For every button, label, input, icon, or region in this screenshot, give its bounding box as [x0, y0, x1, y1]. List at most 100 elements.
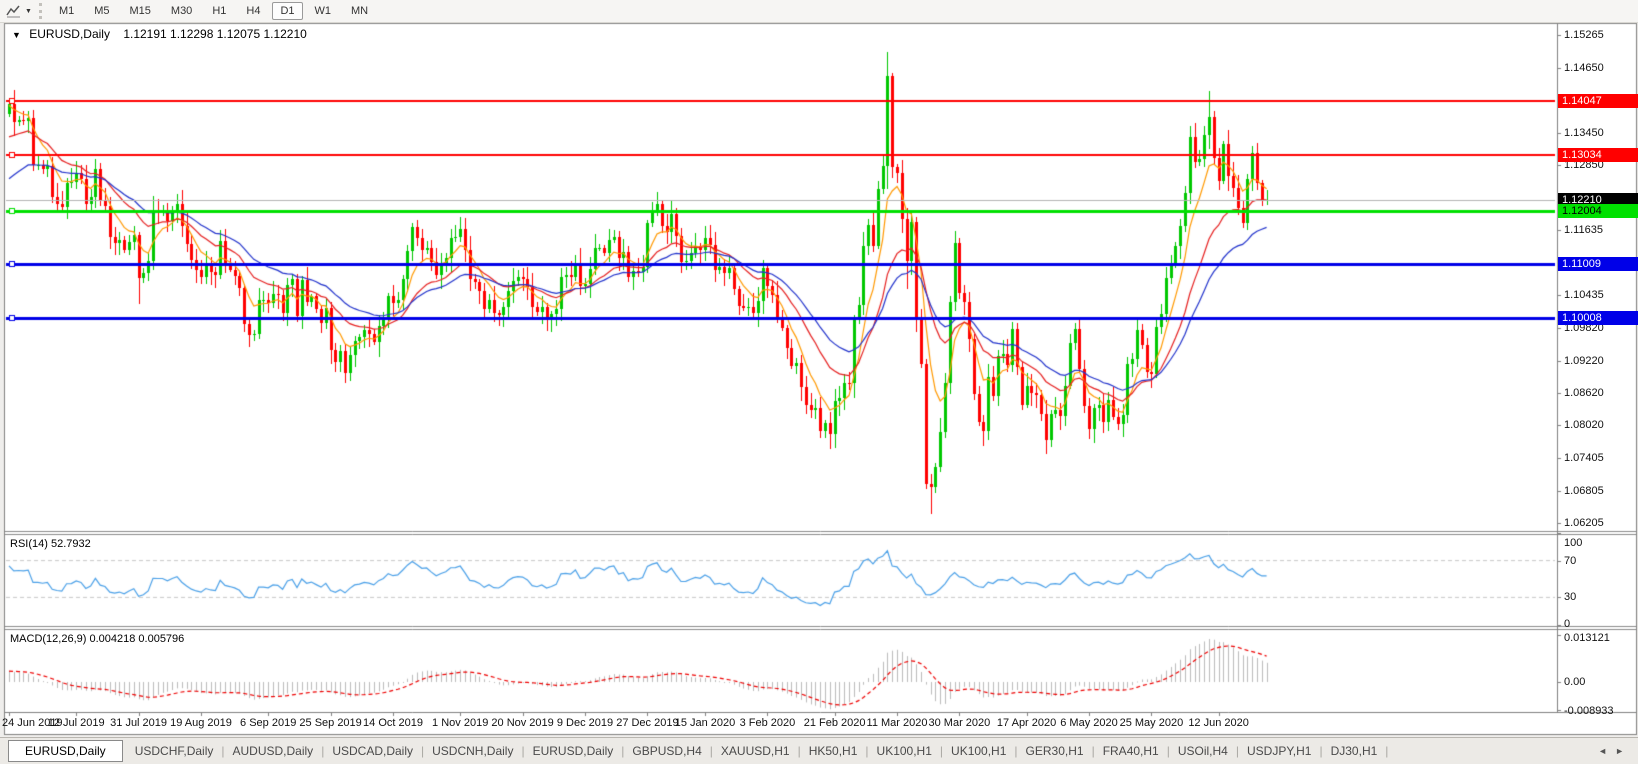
chart-tab-6[interactable]: GBPUSD,H4: [632, 744, 702, 758]
price-tick-label: 1.11635: [1564, 224, 1603, 237]
price-tick-label: 1.08620: [1564, 386, 1604, 399]
date-tick-label: 6 Sep 2019: [240, 717, 297, 729]
tab-separator: |: [709, 744, 713, 758]
chart-tab-13[interactable]: USOil,H4: [1177, 744, 1228, 758]
tab-separator: |: [1166, 744, 1170, 758]
timeframe-button-M30[interactable]: M30: [170, 5, 193, 17]
chart-tab-5[interactable]: EURUSD,Daily: [532, 744, 614, 758]
chart-tab-bar: EURUSD,Daily USDCHF,Daily | AUDUSD,Daily | US…: [0, 737, 1638, 764]
hline-price-badge: 1.11009: [1558, 257, 1638, 272]
tab-separator: |: [1091, 744, 1095, 758]
date-tick-label: 12 Jun 2020: [1188, 717, 1249, 729]
tab-separator: |: [1235, 744, 1239, 758]
date-tick-label: 20 Nov 2019: [491, 717, 554, 729]
chart-tab-15[interactable]: DJ30,H1: [1330, 744, 1378, 758]
date-tick-label: 19 Aug 2019: [170, 717, 232, 729]
timeframe-button-H4[interactable]: H4: [246, 5, 261, 17]
rsi-tick-label: 70: [1564, 554, 1577, 567]
tab-separator: |: [865, 744, 869, 758]
timeframe-button-D1[interactable]: D1: [272, 2, 303, 20]
tab-separator: |: [421, 744, 425, 758]
date-tick-label: 6 May 2020: [1060, 717, 1118, 729]
chart-tab-11[interactable]: GER30,H1: [1025, 744, 1084, 758]
tab-separator: |: [1014, 744, 1018, 758]
date-tick-label: 25 Sep 2019: [299, 717, 362, 729]
toolbar-grip[interactable]: [38, 3, 42, 19]
timeframe-button-M5[interactable]: M5: [94, 5, 110, 17]
price-tick-label: 1.06205: [1564, 516, 1604, 529]
date-tick-label: 12 Jul 2019: [47, 717, 105, 729]
tab-separator: |: [797, 744, 801, 758]
tab-separator: |: [221, 744, 225, 758]
hline-price-badge: 1.14047: [1558, 93, 1638, 108]
chart-tab-3[interactable]: USDCAD,Daily: [332, 744, 413, 758]
chart-tab-4[interactable]: USDCNH,Daily: [432, 744, 514, 758]
hline-price-badge: 1.13034: [1558, 148, 1638, 163]
price-tick-label: 1.07405: [1564, 452, 1604, 465]
tab-separator: |: [321, 744, 325, 758]
chevron-down-icon: ▼: [25, 7, 32, 15]
tab-scroll-left-icon[interactable]: ◄: [1598, 746, 1608, 756]
date-tick-label: 21 Feb 2020: [803, 717, 866, 729]
macd-tick-label: -0.008933: [1564, 705, 1614, 717]
chart-tools-icon[interactable]: ▼: [0, 4, 35, 18]
chart-title-symbol: EURUSD,Daily: [29, 27, 110, 41]
chart-tab-8[interactable]: HK50,H1: [808, 744, 858, 758]
date-tick-label: 25 May 2020: [1119, 717, 1184, 729]
timeframe-button-group: M1 M5 M15 M30 H1 H4 D1 W1 MN: [49, 2, 378, 20]
date-tick-label: 11 Mar 2020: [866, 717, 928, 729]
chart-tab-7[interactable]: XAUUSD,H1: [720, 744, 790, 758]
timeframe-button-M1[interactable]: M1: [58, 5, 75, 17]
date-tick-label: 24 Jun 2019: [2, 717, 63, 729]
rsi-tick-label: 30: [1564, 591, 1577, 604]
chart-title: ▼ EURUSD,Daily 1.12191 1.12298 1.12075 1…: [12, 27, 307, 41]
price-tick-label: 1.14650: [1564, 62, 1604, 75]
tab-separator: |: [939, 744, 944, 758]
date-tick-label: 27 Dec 2019: [616, 717, 679, 729]
hline-price-badge: 1.12004: [1558, 203, 1638, 218]
tab-scroll-right-icon[interactable]: ►: [1615, 746, 1624, 756]
rsi-tick-label: 0: [1564, 618, 1571, 630]
chart-tab-1[interactable]: USDCHF,Daily: [134, 744, 214, 758]
rsi-tick-label: 100: [1564, 537, 1583, 549]
hline-price-badge: 1.10008: [1558, 311, 1638, 326]
macd-tick-label: 0.013121: [1564, 632, 1610, 644]
chart-tab-9[interactable]: UK100,H1: [876, 744, 932, 758]
chart-tab-0[interactable]: EURUSD,Daily: [8, 740, 123, 762]
chart-tab-14[interactable]: USDJPY,H1: [1246, 744, 1312, 758]
tab-separator: |: [1319, 744, 1323, 758]
tab-separator: |: [621, 744, 625, 758]
date-tick-label: 9 Dec 2019: [556, 717, 614, 729]
price-tick-label: 1.09220: [1564, 354, 1604, 367]
rsi-label: RSI(14) 52.7932: [10, 538, 91, 550]
symbol-dropdown-icon[interactable]: ▼: [12, 30, 21, 40]
price-tick-label: 1.08020: [1564, 419, 1604, 432]
chart-title-ohlc: 1.12191 1.12298 1.12075 1.12210: [123, 27, 307, 41]
tab-nav: ◄ ►: [1594, 746, 1628, 756]
date-tick-label: 17 Apr 2020: [996, 717, 1057, 729]
date-tick-label: 3 Feb 2020: [739, 717, 796, 729]
tab-separator: |: [521, 744, 525, 758]
price-tick-label: 1.09820: [1564, 322, 1604, 335]
price-tick-label: 1.15265: [1564, 29, 1604, 41]
chart-tab-10[interactable]: UK100,H1: [951, 744, 1007, 758]
price-tick-label: 1.10435: [1564, 289, 1604, 302]
date-tick-label: 14 Oct 2019: [363, 717, 423, 729]
timeframe-button-MN[interactable]: MN: [351, 5, 369, 17]
chart-tab-2[interactable]: AUDUSD,Daily: [232, 744, 314, 758]
timeframe-button-M15[interactable]: M15: [129, 5, 151, 17]
timeframe-button-W1[interactable]: W1: [314, 5, 332, 17]
macd-tick-label: 0.00: [1564, 676, 1586, 688]
price-tick-label: 1.13450: [1564, 126, 1604, 139]
macd-label: MACD(12,26,9) 0.004218 0.005796: [10, 633, 185, 645]
timeframe-button-H1[interactable]: H1: [212, 5, 227, 17]
date-tick-label: 31 Jul 2019: [110, 717, 168, 729]
date-tick-label: 15 Jan 2020: [674, 717, 736, 729]
chart-tab-12[interactable]: FRA40,H1: [1102, 744, 1159, 758]
date-tick-label: 1 Nov 2019: [432, 717, 489, 729]
date-tick-label: 30 Mar 2020: [928, 717, 991, 729]
price-tick-label: 1.06805: [1564, 484, 1604, 497]
hline-price-badge: 1.12210: [1558, 192, 1638, 207]
